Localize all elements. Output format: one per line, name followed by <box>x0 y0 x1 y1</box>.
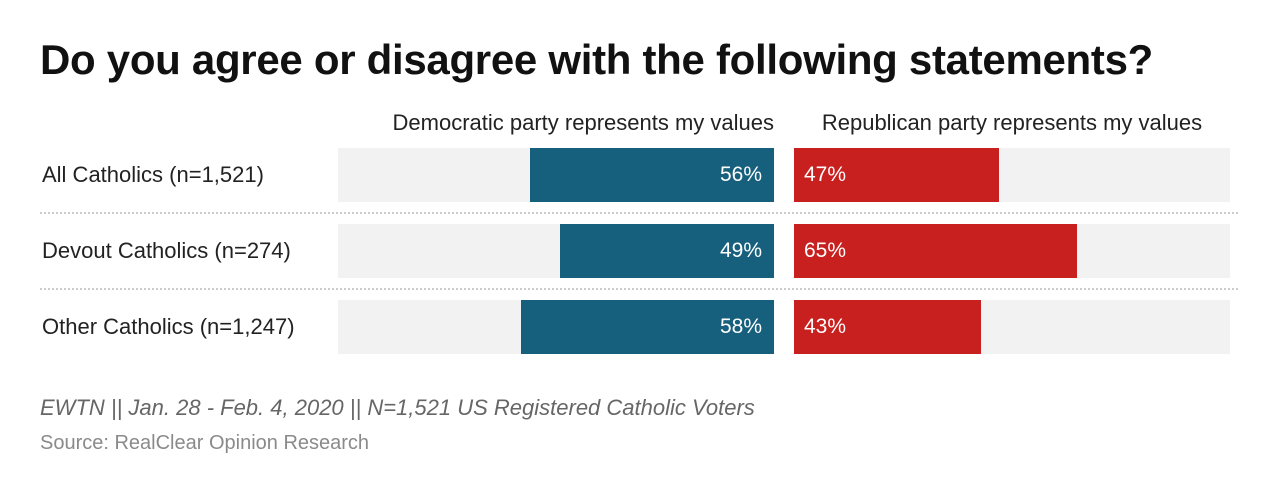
republican-bar: 47% <box>794 148 999 202</box>
republican-value-label: 43% <box>804 315 847 338</box>
row-label: Devout Catholics (n=274) <box>42 238 291 263</box>
democratic-bar: 58% <box>521 300 774 354</box>
republican-column-header: Republican party represents my values <box>821 110 1203 135</box>
republican-bar-track: 47% <box>794 148 1230 202</box>
democratic-bar: 49% <box>560 224 774 278</box>
democratic-bar-track: 49% <box>338 224 774 278</box>
republican-bar: 43% <box>794 300 982 354</box>
democratic-bar: 56% <box>529 148 774 202</box>
democratic-column-header: Democratic party represents my values <box>392 110 774 135</box>
source-credit: Source: RealClear Opinion Research <box>40 432 370 454</box>
survey-note: EWTN || Jan. 28 - Feb. 4, 2020 || N=1,52… <box>40 395 755 420</box>
republican-value-label: 47% <box>804 163 847 186</box>
chart-title: Do you agree or disagree with the follow… <box>40 36 1154 83</box>
democratic-bar-track: 58% <box>338 300 774 354</box>
row-divider <box>40 212 1238 214</box>
republican-value-label: 65% <box>804 239 847 262</box>
democratic-bar-track: 56% <box>338 148 774 202</box>
republican-bar: 65% <box>794 224 1078 278</box>
row-divider <box>40 288 1238 290</box>
democratic-value-label: 49% <box>719 239 762 262</box>
republican-bar-track: 43% <box>794 300 1230 354</box>
row-label: All Catholics (n=1,521) <box>42 162 264 187</box>
row-label: Other Catholics (n=1,247) <box>42 314 295 339</box>
republican-bar-track: 65% <box>794 224 1230 278</box>
democratic-value-label: 58% <box>719 315 762 338</box>
democratic-value-label: 56% <box>719 163 762 186</box>
